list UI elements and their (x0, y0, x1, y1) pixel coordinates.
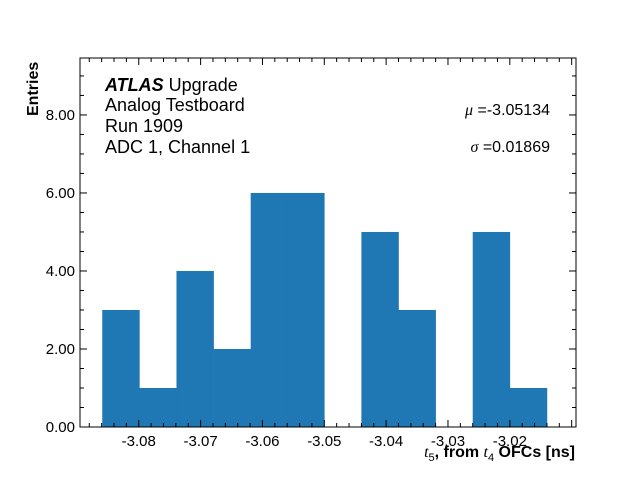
histogram-bar (287, 192, 325, 427)
y-tick-label: 2.00 (46, 341, 75, 358)
x-label-t4: t (483, 444, 488, 461)
x-tick-label: -3.02 (493, 433, 527, 450)
mu-value: =-3.05134 (473, 102, 550, 119)
atlas-label: ATLAS Upgrade (105, 76, 238, 94)
histogram-bar (509, 387, 548, 427)
x-tick-label: -3.06 (245, 433, 279, 450)
x-tick-label: -3.08 (122, 433, 156, 450)
histogram-bar (176, 270, 214, 427)
x-tick-label: -3.04 (369, 433, 403, 450)
y-tick-label: 4.00 (46, 263, 75, 280)
x-tick-label: -3.07 (183, 433, 217, 450)
x-label-t5: t (424, 444, 429, 461)
histogram-bar (398, 309, 436, 427)
bars (102, 192, 548, 427)
ticks (80, 58, 576, 428)
mu-symbol: μ (465, 102, 474, 119)
x-tick-label: -3.03 (431, 433, 465, 450)
histogram-bar (361, 231, 399, 427)
plot-frame (79, 57, 577, 428)
annotation-run: Run 1909 (105, 116, 184, 136)
y-tick-label: 8.00 (46, 107, 75, 124)
x-label-end: OFCs [ns] (494, 444, 575, 461)
tick-labels: -3.08 -3.07 -3.06 -3.05 -3.04 -3.03 -3.02 0.00 2… (46, 107, 527, 450)
sigma-value: =0.01869 (478, 139, 550, 156)
x-label-t5-sub: 5 (428, 452, 435, 464)
upgrade-text: Upgrade (163, 75, 238, 95)
y-tick-label: 0.00 (46, 419, 75, 436)
mean-annotation: μ =-3.05134 (465, 103, 550, 119)
histogram-bar (139, 387, 177, 427)
x-axis-label: t5, from t4 OFCs [ns] (424, 444, 575, 464)
x-label-t4-sub: 4 (487, 452, 495, 464)
x-tick-label: -3.05 (307, 433, 341, 450)
histogram-bar (102, 309, 140, 427)
x-label-mid: , from (434, 444, 484, 461)
histogram-bar (213, 348, 251, 427)
y-axis-label: Entries (25, 61, 42, 116)
annotation-channel: ADC 1, Channel 1 (105, 137, 251, 157)
sigma-symbol: σ (470, 139, 479, 156)
histogram-bar (472, 231, 511, 427)
atlas-text: ATLAS (105, 75, 164, 95)
annotation-testboard: Analog Testboard (105, 95, 245, 115)
y-tick-label: 6.00 (46, 185, 75, 202)
sigma-annotation: σ =0.01869 (470, 140, 550, 156)
histogram-bar (250, 192, 289, 427)
